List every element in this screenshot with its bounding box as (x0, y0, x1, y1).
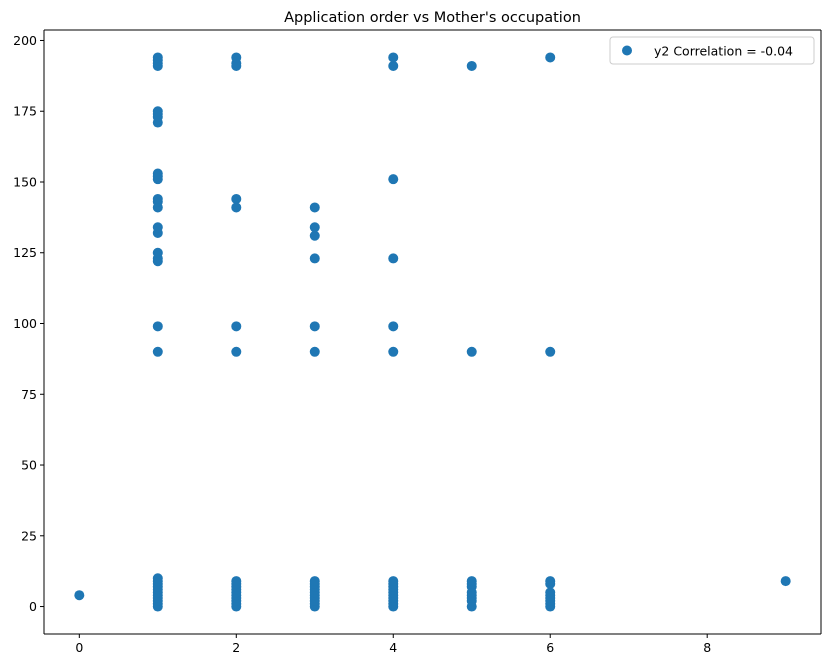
data-point (388, 52, 399, 63)
data-point (152, 321, 163, 332)
data-point (231, 321, 242, 332)
data-point (152, 573, 163, 584)
data-point (388, 60, 399, 71)
data-point (231, 576, 242, 587)
y-tick-label: 200 (13, 33, 37, 48)
data-point (388, 174, 399, 185)
data-point (545, 576, 556, 587)
data-point (152, 247, 163, 258)
data-point (545, 587, 556, 598)
data-point (231, 202, 242, 213)
data-point (231, 193, 242, 204)
y-tick-label: 125 (13, 245, 37, 260)
data-point (388, 576, 399, 587)
data-point (545, 52, 556, 63)
data-point (466, 60, 477, 71)
x-tick-label: 0 (75, 640, 83, 655)
x-tick-label: 8 (703, 640, 711, 655)
x-tick-label: 2 (232, 640, 240, 655)
data-point (780, 576, 791, 587)
data-point (388, 346, 399, 357)
data-point (309, 230, 320, 241)
data-point (152, 193, 163, 204)
data-point (231, 346, 242, 357)
y-tick-label: 175 (13, 104, 37, 119)
data-point (309, 253, 320, 264)
legend-label: y2 Correlation = -0.04 (654, 44, 793, 59)
y-tick-label: 150 (13, 174, 37, 189)
axes-frame (43, 29, 822, 635)
y-tick-label: 75 (21, 387, 37, 402)
y-tick-label: 100 (13, 316, 37, 331)
y-tick-label: 25 (21, 528, 37, 543)
y-tick-label: 0 (29, 599, 37, 614)
data-point (466, 346, 477, 357)
data-point (231, 52, 242, 63)
data-point (309, 202, 320, 213)
data-point (388, 253, 399, 264)
data-point (388, 321, 399, 332)
data-points (74, 52, 791, 612)
legend-marker (622, 45, 632, 56)
data-point (152, 106, 163, 117)
legend: y2 Correlation = -0.04 (609, 36, 815, 65)
y-axis-ticks: 0 25 50 75 100 125 150 175 200 (13, 33, 44, 614)
data-point (466, 576, 477, 587)
x-tick-label: 4 (389, 640, 397, 655)
data-point (309, 346, 320, 357)
y-tick-label: 50 (21, 458, 37, 473)
x-axis-ticks: 0 2 4 6 8 (75, 634, 711, 655)
data-point (309, 222, 320, 233)
data-point (309, 576, 320, 587)
chart-title: Application order vs Mother's occupation (284, 10, 581, 26)
x-tick-label: 6 (546, 640, 554, 655)
data-point (152, 222, 163, 233)
data-point (309, 321, 320, 332)
data-point (74, 590, 85, 601)
data-point (152, 52, 163, 63)
data-point (152, 346, 163, 357)
plot-area (44, 30, 821, 634)
legend-box (609, 36, 815, 65)
data-point (152, 168, 163, 179)
data-point (545, 346, 556, 357)
